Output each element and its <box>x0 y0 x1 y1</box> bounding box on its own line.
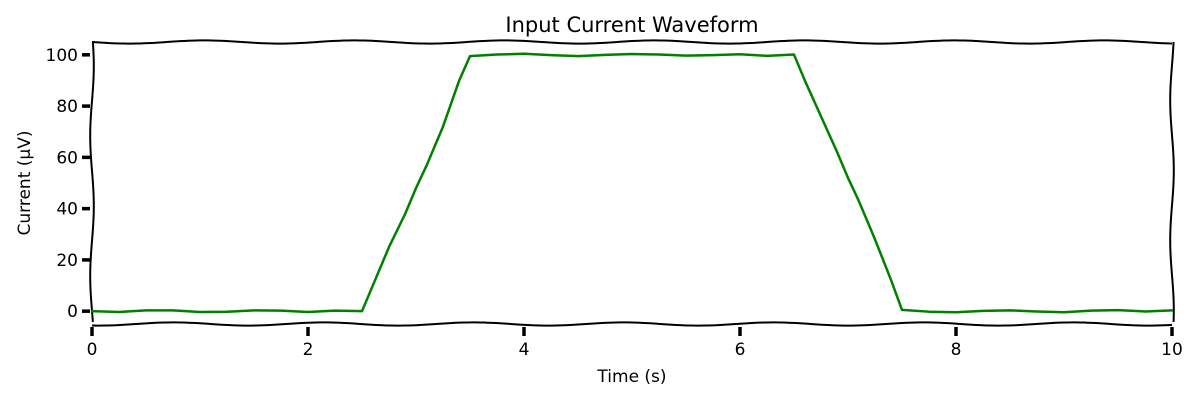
y-tick-label: 80 <box>56 97 78 117</box>
x-tick-label: 4 <box>519 340 530 360</box>
x-tick-label: 8 <box>951 340 962 360</box>
frame-left <box>89 41 95 323</box>
y-tick-label: 0 <box>67 302 78 322</box>
x-tick-label: 0 <box>87 340 98 360</box>
chart-title: Input Current Waveform <box>505 13 758 37</box>
frame-bottom <box>91 321 1173 327</box>
y-tick-label: 60 <box>56 148 78 168</box>
x-tick-label: 10 <box>1161 340 1183 360</box>
x-tick-label: 2 <box>303 340 314 360</box>
y-tick-label: 20 <box>56 251 78 271</box>
frame-right <box>1169 41 1175 323</box>
series-line-0 <box>90 52 1174 314</box>
y-tick-label: 40 <box>56 200 78 220</box>
x-tick-label: 6 <box>735 340 746 360</box>
x-axis-label: Time (s) <box>596 367 666 387</box>
plot-area <box>89 39 1175 327</box>
y-axis-label: Current (μV) <box>15 131 35 236</box>
frame-top <box>91 39 1173 45</box>
y-tick-label: 100 <box>46 46 78 66</box>
